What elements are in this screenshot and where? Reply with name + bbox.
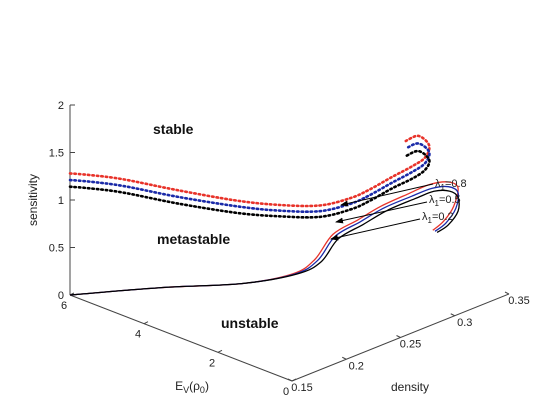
series-black-dotted-curve (68, 149, 431, 219)
x-tick-mark (287, 378, 293, 382)
annotation-label-2: λ1=0.2 (422, 211, 454, 225)
region-label-metastable: metastable (157, 231, 230, 247)
annotation-arrow-0 (340, 183, 434, 207)
x-axis-label: density (391, 380, 429, 394)
series-blue-solid-curve (69, 185, 460, 296)
y-tick-label: 4 (135, 329, 141, 341)
series-blue-dotted-curve (68, 142, 431, 213)
x-tick-mark (450, 313, 455, 317)
z-tick-label: 1 (58, 195, 64, 207)
y-tick-mark (143, 321, 149, 325)
y-tick-label: 6 (61, 300, 67, 312)
x-tick-mark (396, 335, 401, 338)
annotation-label-1: λ1=0.5 (429, 194, 461, 208)
region-label-unstable: unstable (221, 315, 279, 331)
region-label-stable: stable (153, 121, 194, 137)
z-tick-label: 0.5 (49, 243, 64, 255)
x-tick-label: 0.35 (508, 295, 529, 307)
z-tick-label: 0 (58, 290, 64, 302)
x-tick-label: 0.25 (400, 339, 421, 351)
series-red-solid-curve (69, 181, 459, 296)
annotations: λ1=0.8 λ1=0.5 λ1=0.2 (330, 178, 467, 241)
x-tick-mark (342, 356, 347, 360)
x-tick-label: 0.2 (349, 360, 364, 372)
y-axis-line (69, 294, 293, 382)
x-tick-label: 0.3 (457, 317, 472, 329)
y-tick-label: 0 (283, 386, 289, 398)
z-axis-label: sensitivity (26, 174, 40, 226)
y-tick-label: 2 (209, 357, 215, 369)
y-tick-mark (217, 349, 223, 353)
series-red-dotted-curve (68, 134, 431, 208)
x-axis-ticks: 0.15 0.2 0.25 0.3 0.35 (287, 291, 530, 394)
y-axis-label: EV(ρ0) (175, 379, 209, 395)
x-tick-mark (504, 291, 510, 295)
annotation-label-0: λ1=0.8 (435, 178, 467, 192)
x-tick-label: 0.15 (291, 382, 312, 394)
z-axis-ticks: 0 0.5 1 1.5 2 (49, 100, 75, 302)
y-tick-mark (291, 378, 297, 382)
series-layer (68, 134, 460, 296)
annotation-arrow-2 (330, 218, 421, 241)
annotation-arrow-1 (335, 201, 428, 224)
z-tick-label: 2 (58, 100, 64, 112)
z-tick-label: 1.5 (49, 148, 64, 160)
series-black-solid-curve (69, 189, 460, 296)
